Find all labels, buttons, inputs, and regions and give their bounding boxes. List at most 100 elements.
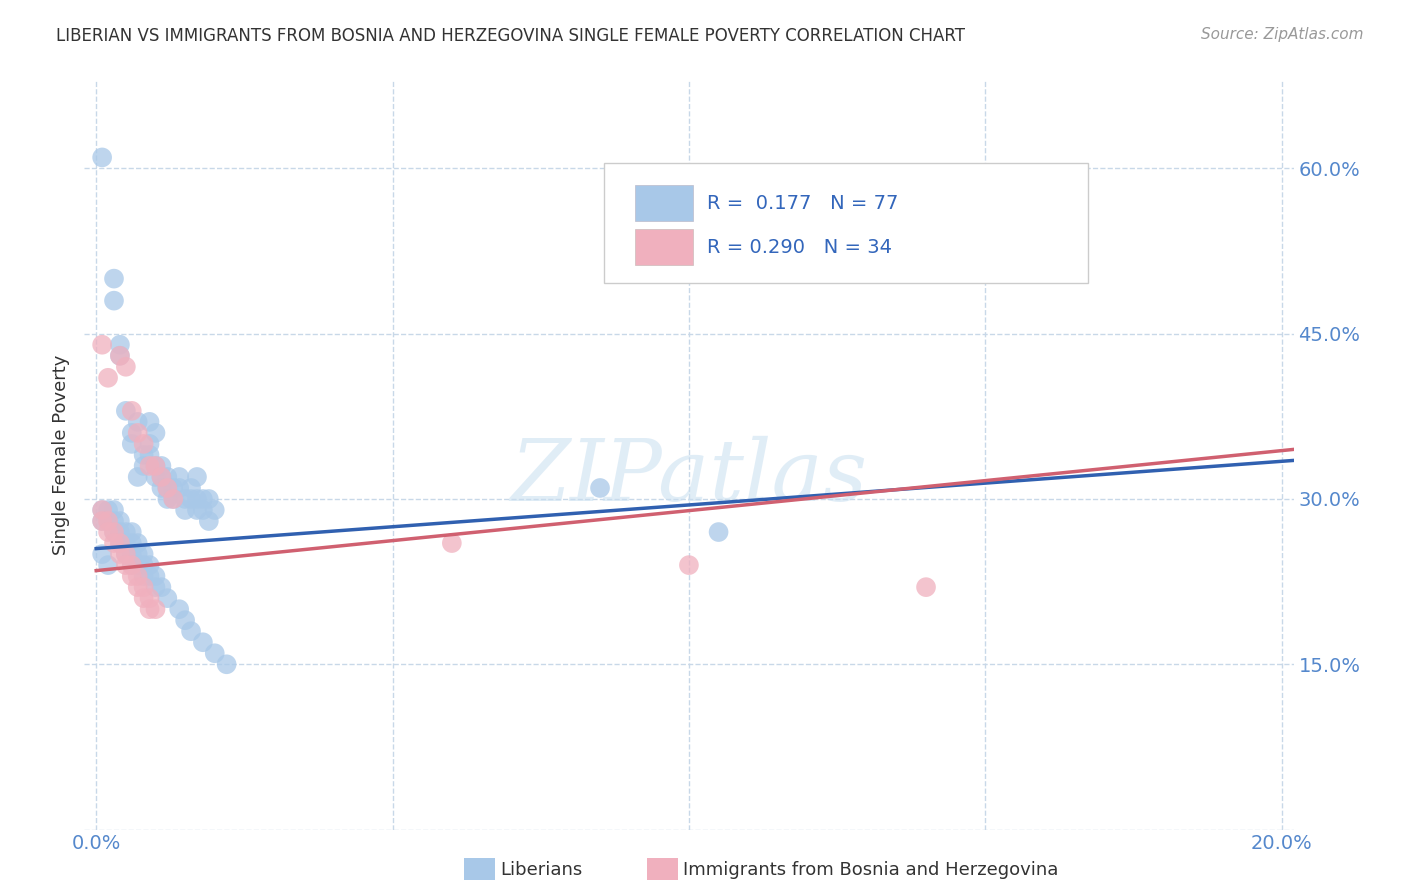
Point: [103, 524, 125, 539]
Point: [115, 547, 138, 561]
FancyBboxPatch shape: [634, 228, 693, 265]
Point: [132, 558, 155, 573]
Point: [97, 371, 120, 385]
Point: [678, 558, 700, 573]
Text: R =  0.177   N = 77: R = 0.177 N = 77: [707, 194, 898, 213]
Point: [138, 569, 160, 583]
Point: [167, 470, 190, 484]
Point: [103, 271, 125, 285]
Point: [198, 514, 221, 528]
Point: [97, 514, 120, 528]
Point: [150, 458, 173, 473]
FancyBboxPatch shape: [605, 162, 1088, 283]
Point: [115, 547, 138, 561]
Point: [162, 491, 184, 506]
Point: [103, 503, 125, 517]
Point: [91, 514, 114, 528]
Point: [145, 602, 167, 616]
Point: [440, 536, 463, 550]
Point: [127, 558, 149, 573]
Point: [180, 491, 202, 506]
Point: [127, 547, 149, 561]
Point: [121, 536, 143, 550]
Point: [108, 349, 131, 363]
Point: [91, 150, 114, 164]
Point: [150, 470, 173, 484]
Text: Liberians: Liberians: [501, 861, 582, 879]
Point: [150, 481, 173, 495]
Point: [162, 491, 184, 506]
Point: [103, 524, 125, 539]
Point: [145, 458, 167, 473]
Point: [115, 524, 138, 539]
Point: [91, 547, 114, 561]
Point: [97, 524, 120, 539]
Point: [145, 580, 167, 594]
Point: [127, 415, 149, 429]
Point: [589, 481, 612, 495]
Point: [156, 591, 179, 606]
Point: [162, 481, 184, 495]
Point: [180, 624, 202, 639]
Point: [180, 481, 202, 495]
Point: [108, 547, 131, 561]
Point: [138, 415, 160, 429]
Point: [215, 657, 238, 672]
Text: ZIPatlas: ZIPatlas: [510, 436, 868, 519]
Point: [97, 514, 120, 528]
Point: [115, 558, 138, 573]
Point: [127, 569, 149, 583]
Point: [156, 491, 179, 506]
Point: [132, 547, 155, 561]
FancyBboxPatch shape: [634, 186, 693, 221]
Point: [186, 503, 208, 517]
Point: [191, 635, 214, 649]
Point: [138, 448, 160, 462]
Point: [121, 437, 143, 451]
Point: [138, 558, 160, 573]
Point: [103, 293, 125, 308]
Point: [915, 580, 938, 594]
Point: [150, 470, 173, 484]
Point: [132, 580, 155, 594]
Point: [132, 458, 155, 473]
Point: [97, 503, 120, 517]
Point: [138, 458, 160, 473]
Point: [115, 359, 138, 374]
Point: [145, 458, 167, 473]
Point: [121, 569, 143, 583]
Point: [127, 580, 149, 594]
Point: [108, 349, 131, 363]
Point: [121, 404, 143, 418]
Point: [150, 580, 173, 594]
Point: [121, 558, 143, 573]
Point: [127, 425, 149, 440]
Point: [103, 514, 125, 528]
Point: [108, 514, 131, 528]
Point: [108, 524, 131, 539]
Text: R = 0.290   N = 34: R = 0.290 N = 34: [707, 238, 891, 257]
Point: [91, 337, 114, 351]
Point: [138, 591, 160, 606]
Point: [174, 491, 197, 506]
Point: [132, 569, 155, 583]
Point: [132, 448, 155, 462]
Point: [186, 491, 208, 506]
Point: [108, 337, 131, 351]
Point: [115, 404, 138, 418]
Text: LIBERIAN VS IMMIGRANTS FROM BOSNIA AND HERZEGOVINA SINGLE FEMALE POVERTY CORRELA: LIBERIAN VS IMMIGRANTS FROM BOSNIA AND H…: [56, 27, 966, 45]
Point: [198, 491, 221, 506]
Point: [97, 558, 120, 573]
Point: [121, 547, 143, 561]
Point: [127, 470, 149, 484]
Point: [174, 503, 197, 517]
Point: [121, 558, 143, 573]
Point: [145, 470, 167, 484]
Point: [186, 470, 208, 484]
Point: [167, 602, 190, 616]
Point: [121, 425, 143, 440]
Point: [138, 437, 160, 451]
Y-axis label: Single Female Poverty: Single Female Poverty: [52, 355, 70, 555]
Point: [91, 503, 114, 517]
Point: [204, 503, 226, 517]
